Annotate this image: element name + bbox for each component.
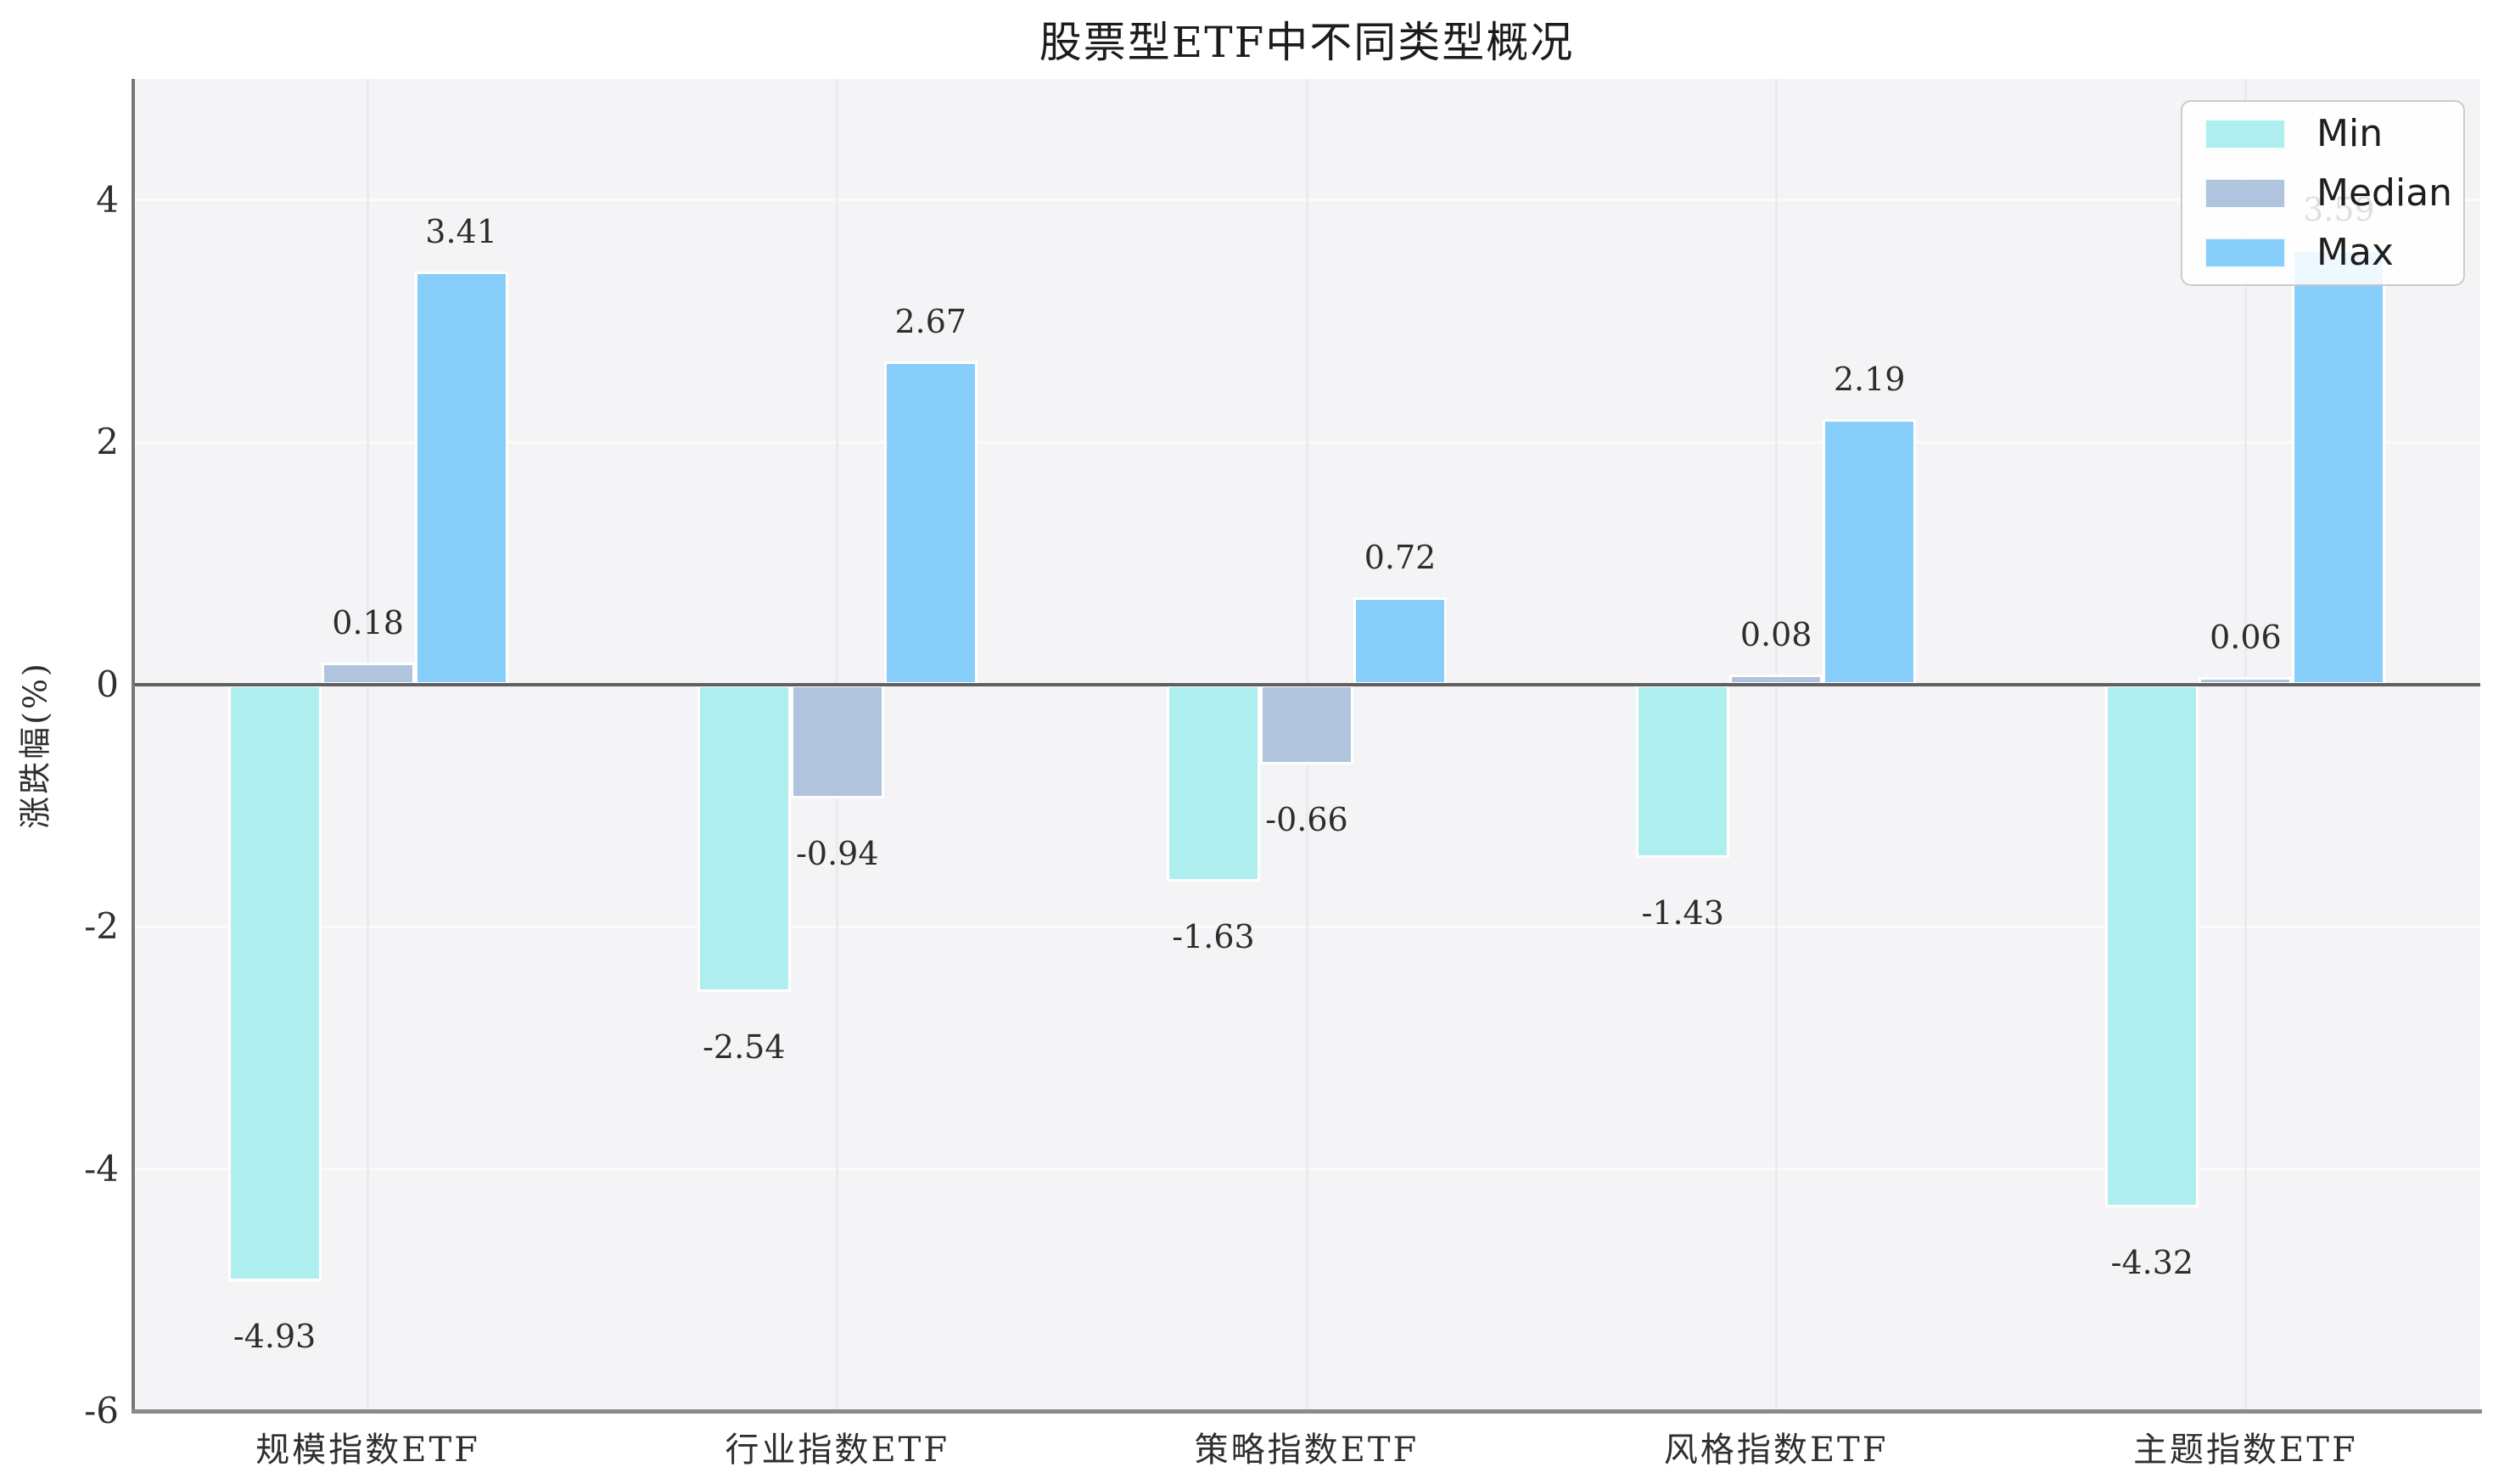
bar-max-1: [883, 361, 978, 685]
bar-value-label: 2.67: [894, 302, 967, 340]
legend-item-label: Median: [2316, 171, 2453, 215]
bar-value-label: 2.19: [1833, 361, 1906, 399]
bar-value-label: -1.63: [1172, 918, 1255, 956]
x-tick-label: 策略指数ETF: [1194, 1431, 1420, 1470]
chart-title: 股票型ETF中不同类型概况: [1039, 18, 1575, 67]
y-tick-label: -2: [84, 905, 119, 948]
bar-max-0: [414, 271, 508, 685]
v-gridline: [367, 79, 370, 1411]
legend-swatch-max: [2204, 237, 2286, 268]
bar-min-4: [2105, 684, 2199, 1208]
bar-max-4: [2292, 249, 2386, 685]
y-tick-label: 4: [96, 178, 119, 221]
bar-value-label: -2.54: [703, 1028, 786, 1067]
bar-median-0: [321, 662, 415, 685]
zero-line: [133, 682, 2480, 686]
legend-item-label: Min: [2316, 111, 2384, 155]
bar-value-label: 0.72: [1364, 538, 1437, 576]
v-gridline: [2244, 79, 2247, 1411]
x-tick-label: 主题指数ETF: [2133, 1431, 2358, 1470]
y-tick-label: 2: [96, 421, 119, 463]
legend-item: Median: [2204, 174, 2452, 212]
legend-item-label: Max: [2316, 230, 2394, 274]
bottom-spine: [132, 1409, 2482, 1414]
x-tick-label: 行业指数ETF: [725, 1431, 950, 1470]
bar-max-3: [1823, 419, 1917, 685]
bar-value-label: -4.32: [2110, 1244, 2194, 1282]
legend-swatch-min: [2204, 118, 2286, 149]
bar-value-label: 0.18: [332, 603, 404, 641]
legend-item: Min: [2204, 115, 2441, 153]
bar-value-label: -1.43: [1641, 893, 1724, 932]
y-tick-label: -4: [84, 1147, 119, 1190]
bar-min-2: [1167, 684, 1260, 882]
x-tick-label: 风格指数ETF: [1663, 1431, 1889, 1470]
bar-median-2: [1260, 684, 1353, 764]
bar-value-label: -4.93: [232, 1318, 317, 1356]
bar-value-label: -0.66: [1265, 800, 1348, 838]
bar-value-label: 3.41: [425, 212, 497, 250]
legend: Min Median Max: [2181, 100, 2465, 286]
bar-min-0: [227, 684, 322, 1282]
legend-swatch-median: [2204, 177, 2286, 209]
bar-min-1: [697, 684, 791, 993]
bar-value-label: 0.08: [1739, 616, 1812, 654]
bar-min-3: [1636, 684, 1730, 858]
legend-item: Max: [2204, 230, 2441, 274]
v-gridline: [1774, 79, 1778, 1411]
plot-area: -4.93 -2.54 -1.63 -1.43 -4.32 0.18 -0.94 -0.66 0…: [133, 79, 2480, 1413]
bar-value-label: 0.06: [2210, 619, 2282, 657]
y-tick-label: -6: [84, 1390, 119, 1431]
bar-value-label: -0.94: [796, 834, 879, 872]
bar-median-1: [790, 684, 884, 798]
bar-max-2: [1353, 596, 1447, 685]
left-spine: [132, 79, 135, 1413]
x-tick-label: 规模指数ETF: [255, 1431, 480, 1470]
y-tick-label: 0: [96, 663, 119, 705]
